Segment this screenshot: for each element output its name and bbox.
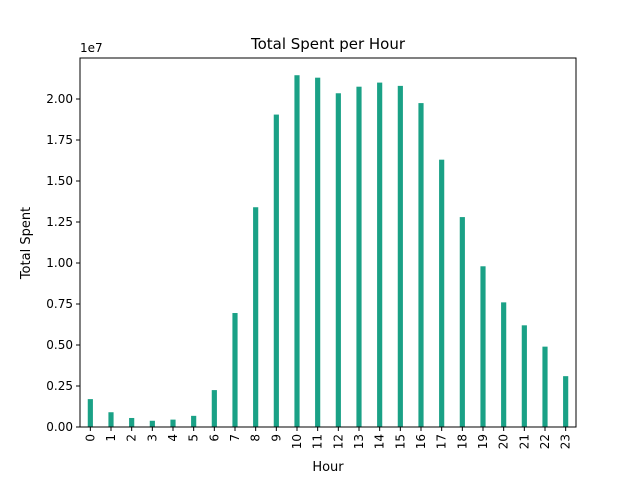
x-tick-label: 7: [228, 434, 242, 442]
y-tick-label: 0.00: [46, 420, 73, 434]
bar-hour-8: [253, 207, 259, 427]
x-tick-label: 4: [166, 434, 180, 442]
y-tick-label: 1.75: [46, 133, 73, 147]
x-tick-label: 16: [414, 434, 428, 449]
bar-hour-16: [418, 103, 424, 427]
x-tick-label: 20: [497, 434, 511, 449]
y-tick-label: 2.00: [46, 92, 73, 106]
x-tick-label: 11: [311, 434, 325, 449]
x-tick-label: 14: [373, 434, 387, 449]
bar-hour-1: [108, 412, 114, 427]
bar-hour-7: [232, 313, 238, 427]
x-tick-label: 5: [187, 434, 201, 442]
x-tick-label: 9: [269, 434, 283, 442]
bar-hour-20: [501, 302, 507, 427]
x-tick-label: 18: [455, 434, 469, 449]
x-axis-title: Hour: [312, 460, 344, 475]
y-offset-label: 1e7: [80, 41, 103, 55]
bar-hour-12: [335, 93, 341, 427]
y-tick-label: 0.50: [46, 338, 73, 352]
bar-hour-11: [315, 77, 321, 428]
x-tick-label: 23: [559, 434, 573, 449]
x-tick-label: 10: [290, 434, 304, 449]
bar-hour-18: [459, 217, 465, 427]
x-tick-label: 0: [83, 434, 97, 442]
bar-hour-3: [149, 420, 155, 427]
bar-hour-17: [439, 159, 445, 427]
bar-hour-0: [87, 399, 93, 427]
x-tick-label: 15: [393, 434, 407, 449]
x-tick-label: 17: [435, 434, 449, 449]
bar-hour-14: [377, 82, 383, 427]
bar-hour-5: [191, 415, 197, 427]
bar-hour-22: [542, 346, 548, 427]
bars-group: [87, 75, 569, 428]
x-ticks-group: 0 1 2 3 4 5 6 7 8 9 10 11 12 13 14 15 16 17 18 19 20 21 22 23: [83, 427, 573, 449]
y-tick-label: 1.50: [46, 174, 73, 188]
x-tick-label: 6: [207, 434, 221, 442]
x-tick-label: 22: [538, 434, 552, 449]
x-tick-label: 12: [331, 434, 345, 449]
bar-hour-10: [294, 75, 300, 427]
y-ticks-group: 0.00 0.25 0.50 0.75 1.00 1.25 1.50 1.75 2.00: [46, 92, 80, 434]
bar-hour-6: [211, 390, 217, 427]
x-tick-label: 1: [104, 434, 118, 442]
bar-hour-9: [273, 114, 279, 427]
y-tick-label: 1.00: [46, 256, 73, 270]
y-tick-label: 0.25: [46, 379, 73, 393]
plot-frame: [79, 57, 577, 428]
y-axis-title: Total Spent: [19, 207, 34, 280]
x-tick-label: 2: [125, 434, 139, 442]
y-tick-label: 1.25: [46, 215, 73, 229]
x-tick-label: 3: [145, 434, 159, 442]
x-tick-label: 21: [517, 434, 531, 449]
y-tick-label: 0.75: [46, 297, 73, 311]
bar-hour-19: [480, 266, 486, 427]
bar-hour-23: [563, 376, 569, 427]
bar-hour-15: [397, 85, 403, 427]
bar-hour-13: [356, 86, 362, 427]
x-tick-label: 13: [352, 434, 366, 449]
chart-title: Total Spent per Hour: [250, 35, 406, 53]
bar-hour-4: [170, 419, 176, 427]
x-tick-label: 19: [476, 434, 490, 449]
bar-hour-2: [129, 417, 135, 427]
x-tick-label: 8: [249, 434, 263, 442]
bar-hour-21: [521, 325, 527, 427]
